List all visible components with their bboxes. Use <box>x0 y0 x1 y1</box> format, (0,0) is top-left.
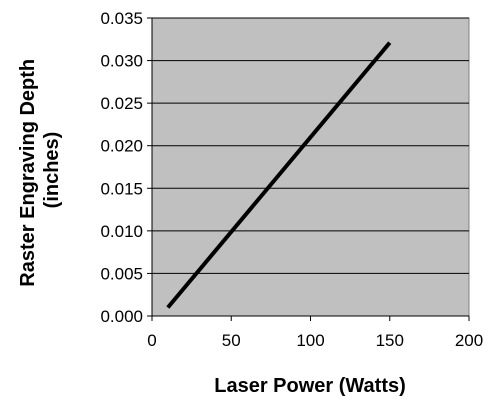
x-axis-title: Laser Power (Watts) <box>214 375 406 397</box>
y-tick-label: 0.010 <box>100 222 143 241</box>
series-layer <box>166 41 392 309</box>
x-tick-label: 100 <box>296 331 324 350</box>
y-tick-label: 0.025 <box>100 94 143 113</box>
y-tick-label: 0.000 <box>100 307 143 326</box>
y-axis-title-line-1: Raster Engraving Depth <box>17 59 39 287</box>
x-tick-label: 150 <box>376 331 404 350</box>
y-axis-title-line-2: (inches) <box>41 132 63 209</box>
x-tick-label: 50 <box>222 331 241 350</box>
y-tick-label: 0.015 <box>100 179 143 198</box>
y-tick-label: 0.030 <box>100 52 143 71</box>
y-tick-label: 0.005 <box>100 264 143 283</box>
x-tick-label: 0 <box>147 331 156 350</box>
x-tick-label: 200 <box>455 331 483 350</box>
series-line <box>166 41 392 309</box>
y-tick-label: 0.035 <box>100 9 143 28</box>
grid-lines <box>152 17 469 274</box>
y-tick-label: 0.020 <box>100 137 143 156</box>
axes <box>147 17 470 321</box>
tick-labels: 0.000 0.005 0.010 0.015 0.020 0.025 0.030 0.035… <box>100 9 483 350</box>
y-axis-title: Raster Engraving Depth (inches) <box>17 53 63 286</box>
